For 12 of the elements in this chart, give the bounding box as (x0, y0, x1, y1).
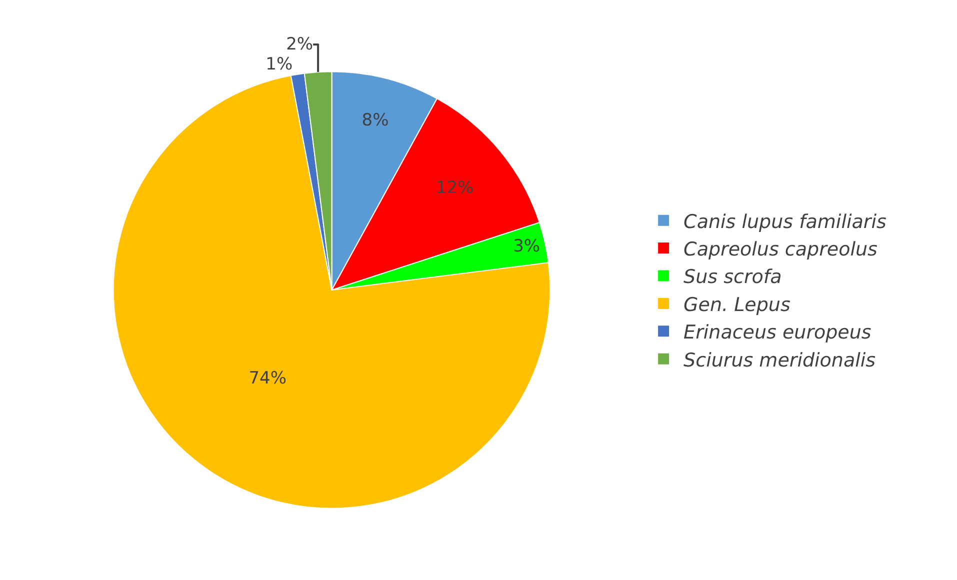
legend-label: Sus scrofa (684, 266, 782, 288)
data-label: 1% (266, 54, 293, 75)
legend-label: Erinaceus europeus (684, 322, 872, 344)
legend-label: Capreolus capreolus (684, 238, 878, 260)
data-label: 3% (513, 236, 540, 256)
legend-label: Gen. Lepus (684, 294, 790, 316)
legend-label: Sciurus meridionalis (684, 349, 876, 372)
data-label: 8% (362, 110, 389, 131)
data-label: 74% (248, 368, 286, 388)
data-label: 2% (286, 34, 314, 55)
data-label: 12% (436, 178, 474, 198)
legend-label: Canis lupus familiaris (684, 210, 886, 233)
